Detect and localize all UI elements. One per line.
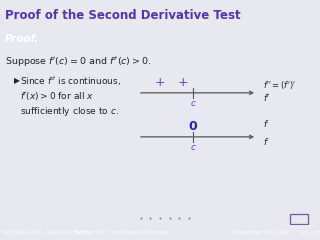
Text: Since $f''$ is continuous,: Since $f''$ is continuous, (20, 75, 121, 87)
Text: $f'' = (f')'$: $f'' = (f')'$ (263, 79, 296, 91)
Text: +: + (178, 76, 188, 89)
Text: November 16, 2010: November 16, 2010 (234, 230, 289, 235)
Text: $\blacktriangleright$: $\blacktriangleright$ (12, 75, 21, 86)
Text: $f'$: $f'$ (263, 92, 270, 103)
Text: Proof of the Second Derivative Test: Proof of the Second Derivative Test (5, 9, 240, 22)
Text: V63.0121.021, Calculus I (NYU): V63.0121.021, Calculus I (NYU) (3, 230, 89, 235)
Text: $c$: $c$ (189, 99, 196, 108)
Text: 25 / 32: 25 / 32 (301, 230, 320, 235)
Text: $f$: $f$ (263, 136, 269, 147)
Text: $f$: $f$ (263, 118, 269, 129)
Text: Section 4.2  The Shapes of Curves: Section 4.2 The Shapes of Curves (75, 230, 169, 235)
Bar (290, 214, 308, 224)
Text: $c$: $c$ (189, 143, 196, 152)
Text: Suppose $f'(c) = 0$ and $f''(c) > 0$.: Suppose $f'(c) = 0$ and $f''(c) > 0$. (5, 55, 151, 68)
Text: 0: 0 (188, 120, 197, 133)
Text: sufficiently close to $c$.: sufficiently close to $c$. (20, 105, 119, 118)
Text: $f'(x) > 0$ for all $x$: $f'(x) > 0$ for all $x$ (20, 90, 94, 102)
Text: +: + (155, 76, 165, 89)
Text: Proof.: Proof. (5, 34, 39, 44)
